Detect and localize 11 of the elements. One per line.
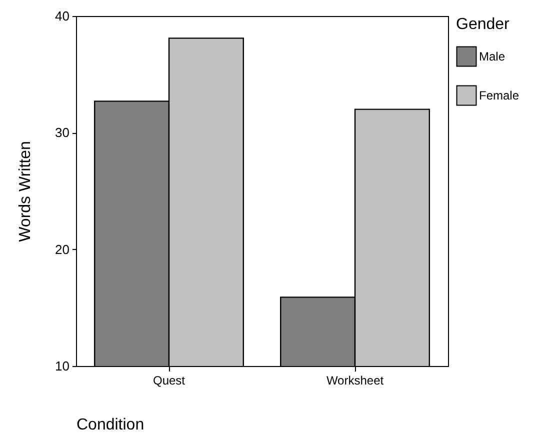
x-axis-title: Condition: [76, 416, 144, 434]
y-tick-label: 20: [55, 242, 70, 257]
x-tick-label: Worksheet: [326, 374, 384, 388]
y-axis-title: Words Written: [17, 141, 34, 242]
legend-title: Gender: [456, 16, 510, 33]
x-tick-label: Quest: [152, 374, 186, 388]
y-tick-label: 10: [55, 358, 70, 374]
y-tick-label: 40: [55, 8, 70, 24]
legend-label: Male: [479, 50, 506, 64]
legend-label: Female: [479, 88, 520, 102]
y-tick-label: 30: [55, 125, 70, 140]
